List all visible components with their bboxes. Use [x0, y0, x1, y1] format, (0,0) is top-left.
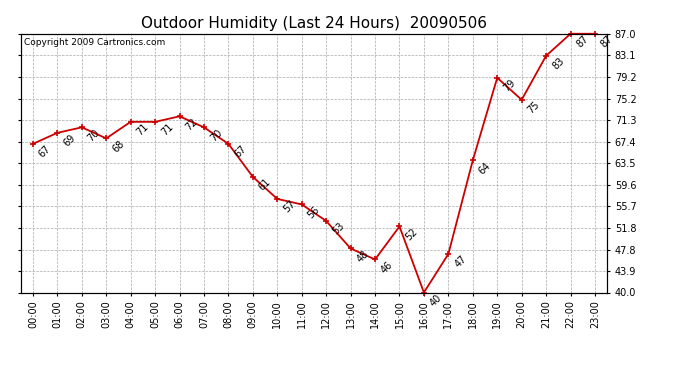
Text: 70: 70: [86, 128, 102, 143]
Text: 61: 61: [257, 177, 273, 193]
Text: 71: 71: [159, 122, 175, 138]
Text: 70: 70: [208, 128, 224, 143]
Text: 67: 67: [37, 144, 53, 160]
Text: 57: 57: [282, 199, 297, 215]
Text: 79: 79: [502, 78, 518, 94]
Text: 46: 46: [380, 260, 395, 275]
Text: 53: 53: [331, 221, 346, 237]
Text: 48: 48: [355, 249, 371, 264]
Text: 64: 64: [477, 160, 493, 176]
Text: 47: 47: [453, 254, 469, 270]
Text: 75: 75: [526, 100, 542, 116]
Text: 56: 56: [306, 204, 322, 220]
Text: 72: 72: [184, 116, 199, 132]
Text: 67: 67: [233, 144, 248, 160]
Title: Outdoor Humidity (Last 24 Hours)  20090506: Outdoor Humidity (Last 24 Hours) 2009050…: [141, 16, 487, 31]
Text: 40: 40: [428, 292, 444, 308]
Text: 87: 87: [575, 34, 591, 50]
Text: 83: 83: [550, 56, 566, 72]
Text: 69: 69: [61, 133, 77, 149]
Text: 71: 71: [135, 122, 150, 138]
Text: Copyright 2009 Cartronics.com: Copyright 2009 Cartronics.com: [23, 38, 165, 46]
Text: 87: 87: [599, 34, 615, 50]
Text: 52: 52: [404, 226, 420, 242]
Text: 68: 68: [110, 138, 126, 154]
